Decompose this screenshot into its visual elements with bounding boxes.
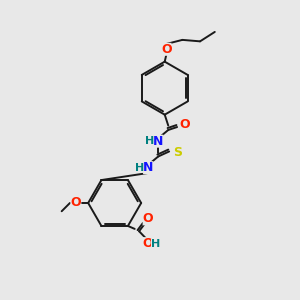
Text: O: O	[142, 212, 153, 225]
Text: O: O	[70, 196, 81, 209]
Text: O: O	[179, 118, 190, 130]
Text: N: N	[153, 135, 164, 148]
Text: S: S	[173, 146, 182, 159]
Text: O: O	[142, 237, 153, 250]
Text: H: H	[135, 163, 144, 173]
Text: H: H	[145, 136, 154, 146]
Text: O: O	[161, 43, 172, 56]
Text: N: N	[143, 161, 153, 174]
Text: H: H	[151, 238, 160, 249]
